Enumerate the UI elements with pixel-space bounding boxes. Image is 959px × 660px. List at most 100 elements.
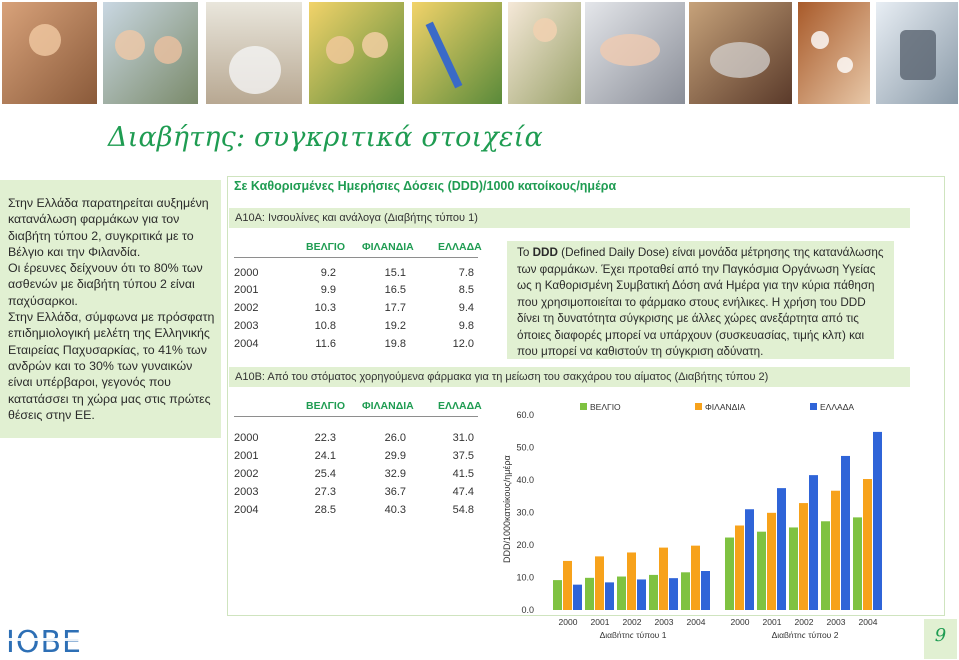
bar [725, 537, 734, 610]
table-b-title: Α10Β: Από του στόματος χορηγούμενα φάρμα… [229, 367, 910, 387]
table-cell: 12.0 [452, 338, 474, 350]
table-cell: 9.8 [458, 320, 474, 332]
table-cell: 8.5 [458, 284, 474, 296]
svg-text:ΙΟΒΕ: ΙΟΒΕ [6, 625, 82, 658]
x-tick-label: 2000 [559, 617, 578, 627]
bar [789, 527, 798, 610]
bar [669, 578, 678, 610]
x-tick-label: 2003 [827, 617, 846, 627]
table-cell-year: 2001 [234, 450, 259, 462]
x-tick-label: 2004 [859, 617, 878, 627]
table-cell: 26.0 [384, 432, 406, 444]
photo-elderly-couple [103, 2, 198, 104]
table-cell: 41.5 [452, 468, 474, 480]
intro-paragraph: Οι έρευνες δείχνουν ότι το 80% των ασθεν… [8, 261, 203, 308]
bar [777, 488, 786, 610]
table-cell-year: 2004 [234, 338, 259, 350]
table-b-header-finland: ΦΙΛΑΝΔΙΑ [362, 400, 414, 412]
table-cell: 32.9 [384, 468, 406, 480]
legend-label: ΦΙΛΑΝΔΙΑ [705, 402, 746, 412]
ddd-abbr-inline: DDD [840, 295, 866, 309]
table-cell: 10.3 [314, 302, 336, 314]
table-cell: 29.9 [384, 450, 406, 462]
table-cell-year: 2002 [234, 468, 259, 480]
legend-swatch [810, 403, 817, 410]
ddd-abbr: DDD [532, 246, 558, 259]
page-number-box: 9 [924, 619, 957, 659]
bar [681, 572, 690, 610]
bar [757, 531, 766, 610]
table-cell: 28.5 [314, 504, 336, 516]
x-tick-label: 2002 [795, 617, 814, 627]
bar [735, 525, 744, 610]
y-tick-label: 60.0 [516, 410, 534, 420]
table-cell: 31.0 [452, 432, 474, 444]
bar [745, 509, 754, 610]
bar [627, 552, 636, 610]
bar [585, 577, 594, 610]
x-tick-label: 2002 [623, 617, 642, 627]
table-cell-year: 2001 [234, 284, 259, 296]
table-a-header-finland: ΦΙΛΑΝΔΙΑ [362, 241, 414, 253]
bar [863, 479, 872, 610]
intro-paragraph: Στην Ελλάδα, σύμφωνα με πρόσφατη επιδημι… [8, 310, 215, 422]
page-title: Διαβήτης: συγκριτικά στοιχεία [108, 122, 543, 153]
table-cell: 7.8 [458, 267, 474, 279]
y-tick-label: 0.0 [521, 605, 534, 615]
intro-paragraph: Στην Ελλάδα παρατηρείται αυξημένη κατανά… [8, 196, 209, 259]
bar [573, 584, 582, 610]
photo-insulin-pen [412, 2, 502, 104]
x-tick-label: 2001 [763, 617, 782, 627]
ddd-text: Το [517, 246, 533, 259]
main-panel [227, 176, 945, 616]
y-tick-label: 50.0 [516, 443, 534, 453]
iobe-logo: ΙΟΒΕ [4, 625, 94, 658]
table-cell: 15.1 [384, 267, 406, 279]
bar [841, 455, 850, 610]
table-cell-year: 2004 [234, 504, 259, 516]
table-cell: 17.7 [384, 302, 406, 314]
table-cell: 9.2 [320, 267, 336, 279]
ddd-definition-box: Το DDD (Defined Daily Dose) είναι μονάδα… [507, 241, 894, 359]
table-cell: 16.5 [384, 284, 406, 296]
y-tick-label: 40.0 [516, 475, 534, 485]
table-cell-year: 2003 [234, 486, 259, 498]
bar [553, 580, 562, 610]
legend-label: ΒΕΛΓΙΟ [590, 402, 621, 412]
ddd-text: (Defined Daily Dose) είναι μονάδα μέτρησ… [517, 246, 884, 309]
table-cell: 22.3 [314, 432, 336, 444]
bar [809, 475, 818, 610]
page-number: 9 [934, 625, 947, 646]
unit-heading: Σε Καθορισμένες Ημερήσιες Δόσεις (DDD)/1… [234, 179, 617, 193]
y-tick-label: 10.0 [516, 573, 534, 583]
table-a: ΒΕΛΓΙΟ ΦΙΛΑΝΔΙΑ ΕΛΛΑΔΑ 2000 9.2 15.1 7.8… [234, 241, 482, 356]
table-cell: 9.4 [458, 302, 474, 314]
table-cell-year: 2002 [234, 302, 259, 314]
table-a-header-greece: ΕΛΛΑΔΑ [438, 241, 482, 253]
table-cell-year: 2000 [234, 267, 259, 279]
table-cell: 9.9 [320, 284, 336, 296]
bar [605, 582, 614, 610]
x-tick-label: 2000 [731, 617, 750, 627]
table-cell-year: 2000 [234, 432, 259, 444]
bar [649, 574, 658, 610]
photo-family [309, 2, 404, 104]
table-cell: 24.1 [314, 450, 336, 462]
table-cell-year: 2003 [234, 320, 259, 332]
photo-molecule [798, 2, 870, 104]
bar [617, 576, 626, 610]
intro-box: Στην Ελλάδα παρατηρείται αυξημένη κατανά… [0, 180, 221, 438]
table-cell: 10.8 [314, 320, 336, 332]
table-b-header-greece: ΕΛΛΑΔΑ [438, 400, 482, 412]
table-b-header-belgium: ΒΕΛΓΙΟ [306, 400, 345, 412]
table-cell: 37.5 [452, 450, 474, 462]
bar [637, 579, 646, 610]
bar [595, 556, 604, 610]
photo-woman-vegetables [508, 2, 581, 104]
table-a-rule [234, 257, 478, 258]
bar [767, 512, 776, 610]
bar [873, 431, 882, 610]
table-cell: 19.2 [384, 320, 406, 332]
bar [563, 560, 572, 610]
y-tick-label: 20.0 [516, 540, 534, 550]
